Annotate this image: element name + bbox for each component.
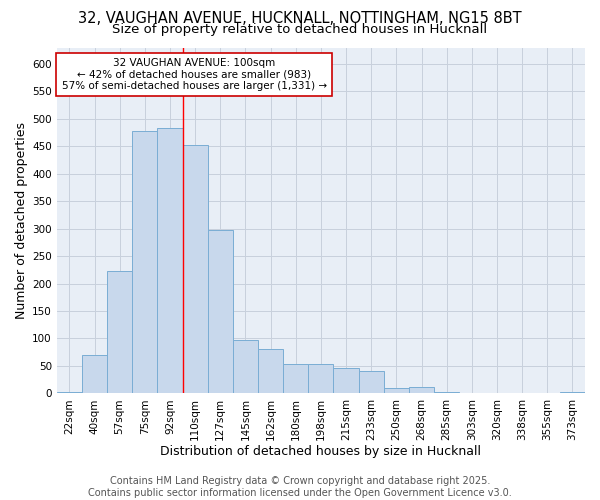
Bar bbox=[157, 128, 182, 394]
Text: Contains HM Land Registry data © Crown copyright and database right 2025.
Contai: Contains HM Land Registry data © Crown c… bbox=[88, 476, 512, 498]
Bar bbox=[459, 393, 484, 394]
Bar bbox=[283, 364, 308, 394]
Bar bbox=[560, 392, 585, 394]
Bar bbox=[107, 272, 132, 394]
Bar bbox=[409, 387, 434, 394]
Text: 32, VAUGHAN AVENUE, HUCKNALL, NOTTINGHAM, NG15 8BT: 32, VAUGHAN AVENUE, HUCKNALL, NOTTINGHAM… bbox=[78, 11, 522, 26]
Y-axis label: Number of detached properties: Number of detached properties bbox=[15, 122, 28, 319]
X-axis label: Distribution of detached houses by size in Hucknall: Distribution of detached houses by size … bbox=[160, 444, 481, 458]
Bar bbox=[308, 364, 334, 394]
Bar bbox=[57, 392, 82, 394]
Bar bbox=[208, 230, 233, 394]
Bar bbox=[132, 131, 157, 394]
Bar bbox=[233, 340, 258, 394]
Bar bbox=[434, 392, 459, 394]
Bar bbox=[82, 355, 107, 394]
Bar bbox=[258, 350, 283, 394]
Text: Size of property relative to detached houses in Hucknall: Size of property relative to detached ho… bbox=[112, 22, 488, 36]
Bar bbox=[359, 371, 384, 394]
Bar bbox=[334, 368, 359, 394]
Text: 32 VAUGHAN AVENUE: 100sqm
← 42% of detached houses are smaller (983)
57% of semi: 32 VAUGHAN AVENUE: 100sqm ← 42% of detac… bbox=[62, 58, 326, 91]
Bar bbox=[182, 145, 208, 394]
Bar bbox=[384, 388, 409, 394]
